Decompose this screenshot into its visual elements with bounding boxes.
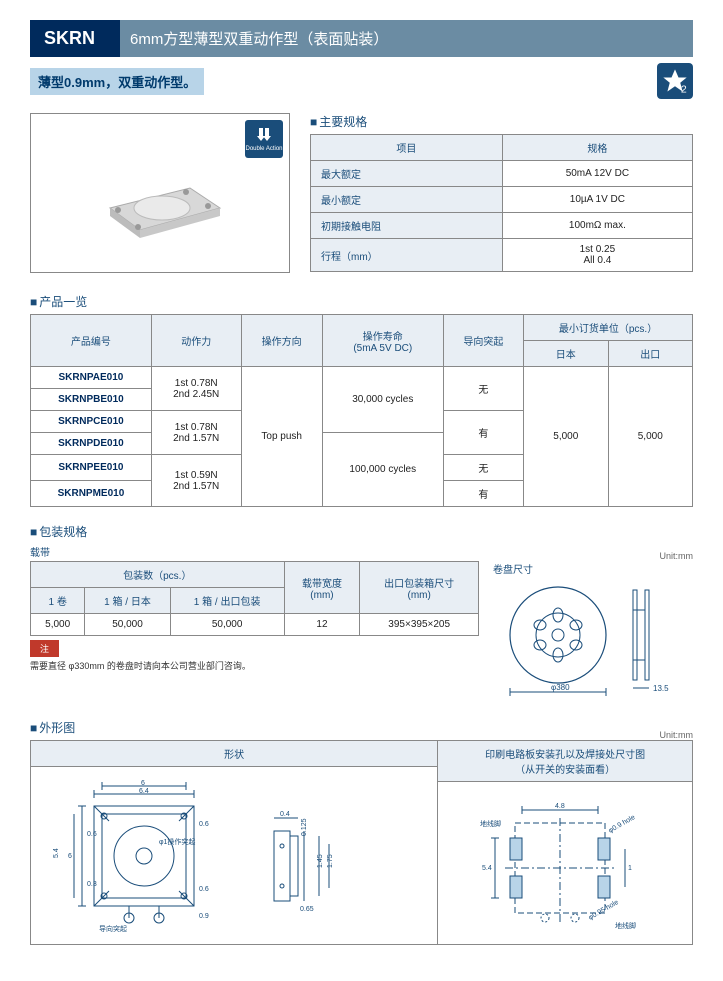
svg-text:地线脚: 地线脚 [615, 921, 636, 930]
product-photo: Double Action [30, 113, 290, 273]
th-force: 动作力 [151, 315, 241, 367]
unit-label: Unit:mm [660, 551, 694, 561]
th-box-dim: 出口包装箱尺寸 (mm) [360, 562, 479, 614]
spec-value: 1st 0.25 All 0.4 [502, 239, 692, 272]
boss-cell: 无 [443, 367, 523, 411]
product-code-cell: SKRNPAE010 [31, 367, 152, 389]
note-tag: 注 [30, 640, 59, 657]
th-qty: 包装数（pcs.） [31, 562, 285, 588]
svg-text:φ380: φ380 [551, 683, 570, 692]
pack-tape-w: 12 [284, 614, 360, 636]
moq-jp-cell: 5,000 [524, 367, 608, 507]
specs-col-spec: 规格 [502, 135, 692, 161]
th-code: 产品编号 [31, 315, 152, 367]
th-direction: 操作方向 [241, 315, 322, 367]
shape-header: 形状 [31, 741, 437, 767]
th-life: 操作寿命 (5mA 5V DC) [322, 315, 443, 367]
svg-text:6: 6 [141, 780, 145, 787]
th-boss: 导向突起 [443, 315, 523, 367]
products-section-title: 产品一览 [30, 293, 693, 310]
svg-text:1: 1 [628, 865, 632, 872]
spec-item: 最小额定 [311, 187, 503, 213]
th-reel: 1 卷 [31, 588, 85, 614]
spec-item: 初期接触电阻 [311, 213, 503, 239]
th-jp-box: 1 箱 / 日本 [85, 588, 170, 614]
svg-text:0.3: 0.3 [87, 881, 97, 888]
moq-export-cell: 5,000 [608, 367, 692, 507]
boss-cell: 有 [443, 481, 523, 507]
boss-cell: 有 [443, 411, 523, 455]
svg-text:13.5: 13.5 [653, 684, 669, 693]
spec-item: 行程（mm） [311, 239, 503, 272]
svg-text:φ1操作突起: φ1操作突起 [159, 837, 195, 846]
double-action-label: Double Action [245, 146, 282, 152]
product-code-cell: SKRNPEE010 [31, 455, 152, 481]
svg-text:1.75: 1.75 [327, 854, 334, 868]
spec-value: 50mA 12V DC [502, 161, 692, 187]
pack-jp: 50,000 [85, 614, 170, 636]
spec-value: 100mΩ max. [502, 213, 692, 239]
specs-section-title: 主要规格 [310, 113, 693, 130]
packaging-table: 包装数（pcs.） 载带宽度 (mm) 出口包装箱尺寸 (mm) 1 卷 1 箱… [30, 561, 479, 636]
spec-value: 10µA 1V DC [502, 187, 692, 213]
svg-text:6: 6 [68, 853, 72, 860]
force-cell: 1st 0.78N 2nd 2.45N [151, 367, 241, 411]
pack-export: 50,000 [170, 614, 284, 636]
svg-text:φ0.9 hole: φ0.9 hole [608, 814, 637, 835]
product-code-cell: SKRNPCE010 [31, 411, 152, 433]
svg-text:0.125: 0.125 [301, 818, 308, 836]
svg-text:0.6: 0.6 [199, 821, 209, 828]
note-text: 需要直径 φ330mm 的卷盘时请向本公司营业部门咨询。 [30, 659, 479, 672]
product-code: SKRN [30, 20, 120, 57]
tape-label: 载带 [30, 544, 50, 559]
shape-drawing: 6.4 6 6 5.4 0.6 0.3 φ1操作突起 导向突起 0.6 0.6 … [31, 767, 437, 944]
specs-col-item: 项目 [311, 135, 503, 161]
svg-text:5.4: 5.4 [482, 865, 492, 872]
force-cell: 1st 0.59N 2nd 1.57N [151, 455, 241, 507]
svg-text:φ0.95 hole: φ0.95 hole [588, 899, 620, 922]
direction-cell: Top push [241, 367, 322, 507]
product-code-cell: SKRNPBE010 [31, 389, 152, 411]
svg-text:5.4: 5.4 [53, 848, 60, 858]
svg-text:导向突起: 导向突起 [99, 924, 127, 933]
life-cell: 100,000 cycles [322, 433, 443, 507]
packaging-section-title: 包装规格 [30, 523, 693, 540]
life-cell: 30,000 cycles [322, 367, 443, 433]
svg-text:4.8: 4.8 [555, 803, 565, 810]
svg-text:0.6: 0.6 [87, 831, 97, 838]
pack-box-dim: 395×395×205 [360, 614, 479, 636]
th-export: 出口 [608, 341, 692, 367]
svg-text:地线脚: 地线脚 [480, 819, 501, 828]
reel-drawing: φ380 13.5 [493, 580, 693, 700]
drawings-section-title: 外形图 [30, 719, 75, 736]
svg-text:6.4: 6.4 [139, 788, 149, 795]
svg-text:0.65: 0.65 [300, 906, 314, 913]
svg-text:2: 2 [681, 84, 687, 95]
unit-label: Unit:mm [660, 730, 694, 740]
svg-text:0.4: 0.4 [280, 811, 290, 818]
svg-text:0.6: 0.6 [199, 886, 209, 893]
star-badge-icon: 2 [657, 63, 693, 99]
double-action-icon: Double Action [245, 120, 283, 158]
spec-item: 最大额定 [311, 161, 503, 187]
th-export-box: 1 箱 / 出口包装 [170, 588, 284, 614]
subtitle-highlight: 薄型0.9mm，双重动作型。 [30, 68, 204, 95]
product-code-cell: SKRNPME010 [31, 481, 152, 507]
th-moq: 最小订货单位（pcs.） [524, 315, 693, 341]
pcb-drawing: 4.8 5.4 1 地线脚 地线脚 φ0.9 hole φ0.95 hole [438, 782, 692, 944]
svg-text:1.45: 1.45 [317, 854, 324, 868]
boss-cell: 无 [443, 455, 523, 481]
products-table: 产品编号 动作力 操作方向 操作寿命 (5mA 5V DC) 导向突起 最小订货… [30, 314, 693, 507]
specs-table: 项目 规格 最大额定50mA 12V DC 最小额定10µA 1V DC 初期接… [310, 134, 693, 272]
page-title: 6mm方型薄型双重动作型（表面贴装） [120, 20, 693, 57]
reel-label: 卷盘尺寸 [493, 561, 693, 576]
pack-reel: 5,000 [31, 614, 85, 636]
th-jp: 日本 [524, 341, 608, 367]
pcb-header: 印刷电路板安装孔以及焊接处尺寸图 （从开关的安装面看） [438, 741, 692, 782]
product-code-cell: SKRNPDE010 [31, 433, 152, 455]
force-cell: 1st 0.78N 2nd 1.57N [151, 411, 241, 455]
th-tape-w: 载带宽度 (mm) [284, 562, 360, 614]
